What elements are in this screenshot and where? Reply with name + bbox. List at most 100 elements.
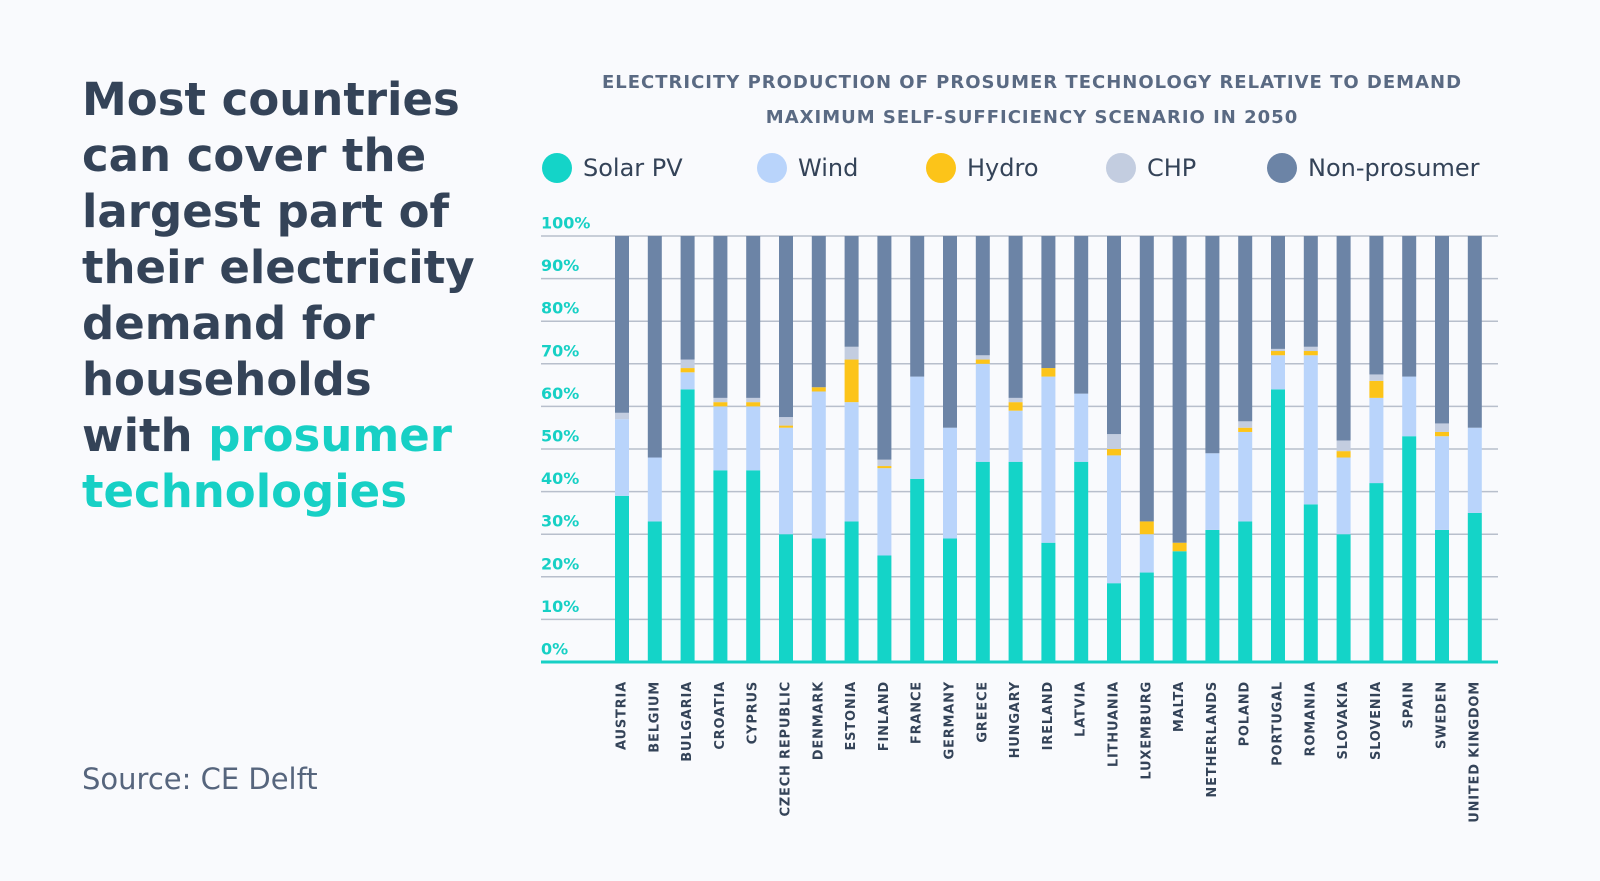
chart-subtitle: MAXIMUM SELF-SUFFICIENCY SCENARIO IN 205… xyxy=(766,107,1298,128)
bar-segment xyxy=(1402,436,1417,662)
bar-segment xyxy=(1008,397,1023,403)
bar-segment xyxy=(1369,397,1384,484)
bar-segment xyxy=(1369,374,1384,381)
bar-segment xyxy=(680,389,695,662)
bar-segment xyxy=(713,406,728,471)
y-tick-label: 100% xyxy=(541,214,590,233)
x-tick-label: NETHERLANDS xyxy=(1205,681,1220,798)
x-tick-label: SLOVAKIA xyxy=(1336,681,1351,760)
bar-segment xyxy=(1435,236,1449,424)
source: Source: CE Delft xyxy=(82,762,318,796)
bar-segment xyxy=(1172,542,1187,552)
y-tick-label: 50% xyxy=(541,427,579,446)
bar-segment xyxy=(1008,410,1023,462)
bar-segment xyxy=(1107,455,1121,584)
bar-segment xyxy=(1074,461,1089,662)
bar-segment xyxy=(1107,583,1121,662)
bar-segment xyxy=(1238,431,1253,522)
bar-segment xyxy=(680,372,695,390)
bar-segment xyxy=(713,236,728,398)
bar-segment xyxy=(1369,483,1384,662)
bar-segment xyxy=(1041,368,1056,377)
bar-segment xyxy=(615,412,629,420)
bar-segment xyxy=(943,427,957,539)
bar-segment xyxy=(779,425,793,428)
bar-segment xyxy=(1435,423,1449,432)
bar-segment xyxy=(943,538,957,662)
bar-segment xyxy=(1369,236,1384,375)
bar-segment xyxy=(1303,236,1318,347)
legend-label: Hydro xyxy=(967,154,1039,182)
bar-segment xyxy=(1271,389,1285,662)
bar-segment xyxy=(1205,453,1220,530)
bar-segment xyxy=(1172,236,1187,543)
bar-segment xyxy=(1336,440,1351,452)
x-tick-label: GERMANY xyxy=(943,681,958,759)
bar-segment xyxy=(877,468,892,556)
legend-swatch xyxy=(1267,153,1297,183)
bar-segment xyxy=(1139,236,1154,522)
bar-segment xyxy=(713,397,728,403)
y-tick-label: 70% xyxy=(541,341,579,360)
bar-segment xyxy=(1336,457,1351,535)
bar-segment xyxy=(680,359,695,369)
bar-segment xyxy=(779,427,793,535)
bar-segment xyxy=(1074,236,1089,394)
bar-segment xyxy=(1139,521,1154,535)
x-tick-label: IRELAND xyxy=(1041,681,1056,750)
bar-segment xyxy=(1369,380,1384,398)
bar-segment xyxy=(910,376,925,479)
bar-segment xyxy=(1107,434,1121,449)
legend-label: Solar PV xyxy=(583,154,683,182)
bar-segment xyxy=(746,406,761,471)
bar-segment xyxy=(975,461,990,662)
legend-label: Wind xyxy=(798,154,858,182)
bar-segment xyxy=(1107,449,1121,456)
x-tick-label: CYPRUS xyxy=(746,681,761,744)
bar-segment xyxy=(1303,351,1318,356)
bar-segment xyxy=(844,236,859,347)
y-tick-label: 60% xyxy=(541,384,579,403)
x-tick-label: DENMARK xyxy=(811,681,826,760)
bar-segment xyxy=(746,397,761,403)
x-tick-label: FINLAND xyxy=(877,681,892,751)
bar-segment xyxy=(1435,431,1449,437)
x-tick-label: LITHUANIA xyxy=(1107,681,1122,767)
bar-segment xyxy=(844,359,859,403)
bar-segment xyxy=(844,346,859,360)
bar-segment xyxy=(844,402,859,522)
bar-segment xyxy=(1238,521,1253,662)
bar-segment xyxy=(1008,236,1023,398)
legend-label: CHP xyxy=(1147,154,1196,182)
bar-segment xyxy=(1238,421,1253,428)
y-tick-label: 80% xyxy=(541,299,579,318)
headline: Most countries can cover the largest par… xyxy=(82,72,482,520)
bar-segment xyxy=(877,236,892,460)
headline-text: Most countries can cover the largest par… xyxy=(82,73,475,462)
legend-label: Non-prosumer xyxy=(1308,154,1480,182)
bar-segment xyxy=(1435,436,1449,530)
x-tick-label: SLOVENIA xyxy=(1369,681,1384,760)
bar-segment xyxy=(1402,236,1417,377)
bar-segment xyxy=(910,478,925,662)
headline-highlight: prosumer technologies xyxy=(82,409,452,518)
bar-segment xyxy=(1238,236,1253,422)
bar-segment xyxy=(975,359,990,364)
x-tick-label: UNITED KINGDOM xyxy=(1467,681,1482,823)
legend-swatch xyxy=(1106,153,1136,183)
bar-segment xyxy=(910,236,925,377)
bar-segment xyxy=(1205,529,1220,662)
x-tick-label: CROATIA xyxy=(713,681,728,750)
bar-segment xyxy=(975,355,990,360)
x-tick-label: ESTONIA xyxy=(844,681,859,751)
y-tick-label: 90% xyxy=(541,256,579,275)
bar-segment xyxy=(811,538,826,662)
bar-segment xyxy=(1271,355,1285,390)
y-tick-label: 10% xyxy=(541,597,579,616)
x-tick-label: SWEDEN xyxy=(1435,681,1450,749)
bar-segment xyxy=(713,402,728,407)
x-tick-label: CZECH REPUBLIC xyxy=(779,681,794,817)
bar-segment xyxy=(1271,348,1285,352)
